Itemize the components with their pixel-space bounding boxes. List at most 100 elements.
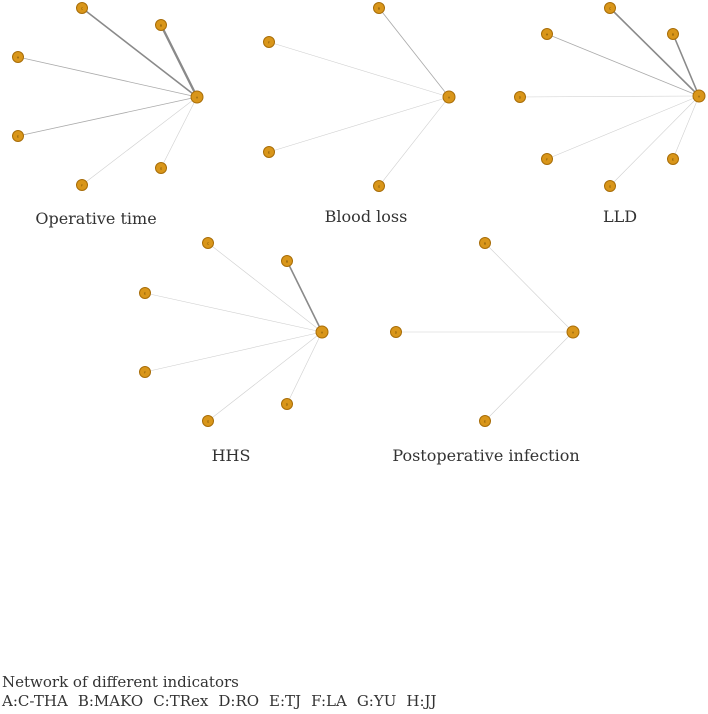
edge-A-H (17, 56, 198, 98)
node-F (263, 36, 275, 48)
node-label-H: H (546, 32, 548, 36)
legend-item: D:RO (218, 692, 260, 710)
node-B (281, 255, 293, 267)
node-E (139, 287, 151, 299)
node-label-B: B (378, 6, 380, 10)
network-title: Blood loss (325, 207, 408, 226)
legend-item: H:JJ (406, 692, 437, 710)
edge-A-G (609, 95, 700, 187)
edge-A-E (672, 95, 700, 160)
legend-item: A:C-THA (2, 692, 68, 710)
edge-A-E (144, 292, 323, 333)
node-D (514, 91, 526, 103)
network-operative-time: A C B H E F G Operative time (12, 2, 204, 228)
edge-A-D (519, 95, 700, 98)
node-G (604, 180, 616, 192)
node-H (12, 51, 24, 63)
node-label-C: C (81, 6, 83, 10)
node-label-A: A (448, 95, 451, 99)
node-label-B: B (160, 23, 162, 27)
node-B (667, 28, 679, 40)
node-label-A: A (321, 330, 324, 334)
node-B (373, 2, 385, 14)
legend-item: F:LA (311, 692, 347, 710)
node-F (139, 366, 151, 378)
edge-A-B (159, 24, 199, 98)
node-E (479, 415, 491, 427)
network-title: Operative time (35, 209, 156, 228)
node-C (202, 237, 214, 249)
node-F (541, 153, 553, 165)
node-label-F: F (268, 40, 270, 44)
node-label-F: F (144, 370, 146, 374)
node-label-E: E (144, 291, 146, 295)
node-A (315, 325, 329, 339)
node-label-A: A (698, 94, 701, 98)
node-E (667, 153, 679, 165)
node-label-F: F (546, 157, 548, 161)
edge-A-C (207, 242, 323, 333)
edge-A-H (546, 33, 700, 97)
node-D (390, 326, 402, 338)
edge-A-B (672, 33, 700, 97)
node-label-E: E (268, 150, 270, 154)
node-label-D: D (519, 95, 522, 99)
network-title: HHS (212, 446, 251, 465)
node-label-B: B (484, 241, 486, 245)
legend-item: G:YU (356, 692, 397, 710)
node-label-C: C (609, 6, 611, 10)
node-label-E: E (17, 134, 19, 138)
edge-A-C (81, 7, 198, 98)
edge-A-B (286, 260, 323, 333)
node-label-A: A (572, 330, 575, 334)
node-label-H: H (17, 55, 19, 59)
edge-A-B (378, 7, 450, 98)
node-label-D: D (286, 402, 289, 406)
node-A (190, 90, 204, 104)
node-H (541, 28, 553, 40)
edge-A-E (268, 96, 450, 153)
node-F (76, 179, 88, 191)
network-blood-loss: A B F E G Blood loss (263, 2, 456, 226)
node-label-B: B (672, 32, 674, 36)
edge-A-C (609, 7, 700, 97)
edge-A-D (286, 331, 323, 405)
network-title: LLD (603, 207, 637, 226)
node-label-D: D (395, 330, 398, 334)
node-A (566, 325, 580, 339)
node-label-A: A (196, 95, 199, 99)
node-C (604, 2, 616, 14)
node-G (202, 415, 214, 427)
edge-A-F (144, 331, 323, 373)
node-A (442, 90, 456, 104)
legend-item: B:MAKO (77, 692, 144, 710)
edge-A-E (17, 96, 198, 137)
node-label-G: G (207, 419, 210, 423)
node-label-G: G (378, 184, 381, 188)
node-label-G: G (160, 166, 163, 170)
network-title: Postoperative infection (392, 446, 579, 465)
node-B (479, 237, 491, 249)
network-postoperative-infection: A B D E Postoperative infection (390, 237, 580, 465)
node-G (373, 180, 385, 192)
node-A (692, 89, 706, 103)
edge-A-F (268, 41, 450, 98)
node-G (155, 162, 167, 174)
node-E (263, 146, 275, 158)
edge-A-F (546, 95, 700, 160)
edge-A-E (484, 331, 574, 422)
network-lld: A C B H E F G D LLD (514, 2, 706, 226)
node-label-C: C (207, 241, 209, 245)
edge-A-G (207, 331, 323, 422)
legend-item: C:TRex (153, 692, 209, 710)
network-hhs: A C B E F G D HHS (139, 237, 329, 465)
figure-caption: Network of different indicators (2, 673, 239, 691)
edge-A-F (81, 96, 198, 186)
edge-A-G (378, 96, 450, 187)
node-D (281, 398, 293, 410)
node-label-F: F (81, 183, 83, 187)
node-label-E: E (672, 157, 674, 161)
node-B (155, 19, 167, 31)
node-label-B: B (286, 259, 288, 263)
